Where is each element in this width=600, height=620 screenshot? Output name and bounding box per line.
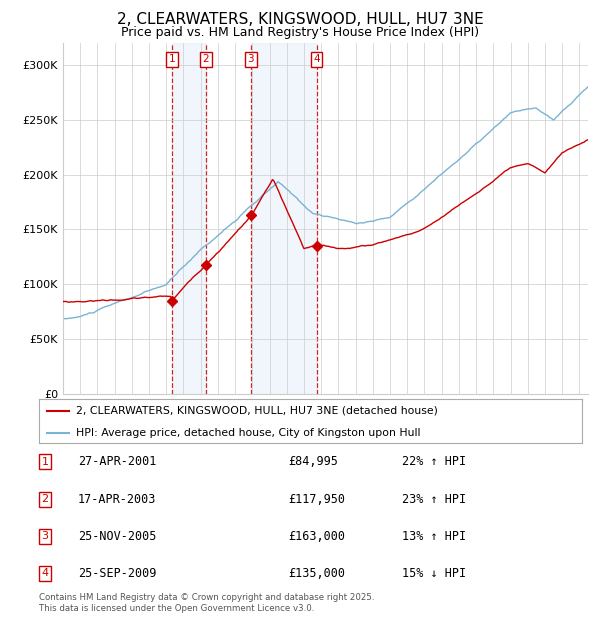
Text: £84,995: £84,995 — [288, 456, 338, 468]
Bar — [251, 43, 317, 394]
Text: 1: 1 — [169, 54, 175, 64]
Text: £135,000: £135,000 — [288, 567, 345, 580]
Text: 4: 4 — [313, 54, 320, 64]
Text: Contains HM Land Registry data © Crown copyright and database right 2025.
This d: Contains HM Land Registry data © Crown c… — [39, 593, 374, 613]
Text: 1: 1 — [41, 457, 49, 467]
Text: 15% ↓ HPI: 15% ↓ HPI — [402, 567, 466, 580]
Text: 3: 3 — [247, 54, 254, 64]
Text: 2: 2 — [202, 54, 209, 64]
Text: 22% ↑ HPI: 22% ↑ HPI — [402, 456, 466, 468]
Text: 27-APR-2001: 27-APR-2001 — [78, 456, 157, 468]
Text: 3: 3 — [41, 531, 49, 541]
Text: Price paid vs. HM Land Registry's House Price Index (HPI): Price paid vs. HM Land Registry's House … — [121, 26, 479, 39]
Text: 25-NOV-2005: 25-NOV-2005 — [78, 530, 157, 542]
Text: 2: 2 — [41, 494, 49, 504]
Text: 2, CLEARWATERS, KINGSWOOD, HULL, HU7 3NE (detached house): 2, CLEARWATERS, KINGSWOOD, HULL, HU7 3NE… — [76, 405, 438, 416]
Text: 13% ↑ HPI: 13% ↑ HPI — [402, 530, 466, 542]
Bar — [172, 43, 206, 394]
Text: 17-APR-2003: 17-APR-2003 — [78, 493, 157, 505]
Text: £163,000: £163,000 — [288, 530, 345, 542]
Text: 2, CLEARWATERS, KINGSWOOD, HULL, HU7 3NE: 2, CLEARWATERS, KINGSWOOD, HULL, HU7 3NE — [116, 12, 484, 27]
Text: 23% ↑ HPI: 23% ↑ HPI — [402, 493, 466, 505]
Text: HPI: Average price, detached house, City of Kingston upon Hull: HPI: Average price, detached house, City… — [76, 428, 421, 438]
Text: £117,950: £117,950 — [288, 493, 345, 505]
Text: 25-SEP-2009: 25-SEP-2009 — [78, 567, 157, 580]
Text: 4: 4 — [41, 569, 49, 578]
